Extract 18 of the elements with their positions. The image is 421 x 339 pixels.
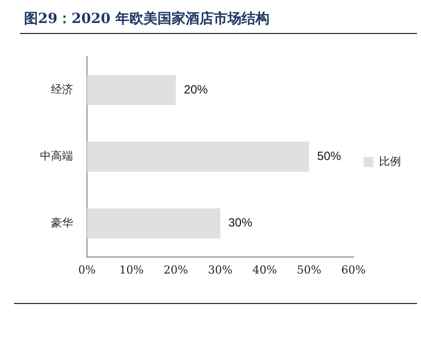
y-tick-label: 中高端 — [40, 150, 73, 163]
data-label: 50% — [317, 149, 342, 164]
data-label: 30% — [228, 216, 253, 230]
bar — [87, 74, 176, 105]
data-label: 20% — [184, 82, 208, 96]
x-tick-label: 60% — [341, 263, 366, 276]
chart-title: 图29：2020 年欧美国家酒店市场结构 — [20, 6, 417, 34]
x-tick-label: 40% — [252, 263, 277, 276]
x-tick-label: 20% — [164, 263, 188, 276]
x-tick-label: 50% — [296, 263, 322, 276]
bar — [87, 208, 220, 238]
y-tick-label: 经济 — [51, 82, 73, 96]
bar — [87, 142, 310, 172]
x-tick-label: 10% — [119, 263, 144, 276]
y-tick-label: 豪华 — [51, 216, 73, 230]
x-tick-label: 0% — [78, 263, 96, 276]
legend-label: 比例 — [379, 154, 401, 168]
x-tick-label: 30% — [208, 263, 232, 276]
